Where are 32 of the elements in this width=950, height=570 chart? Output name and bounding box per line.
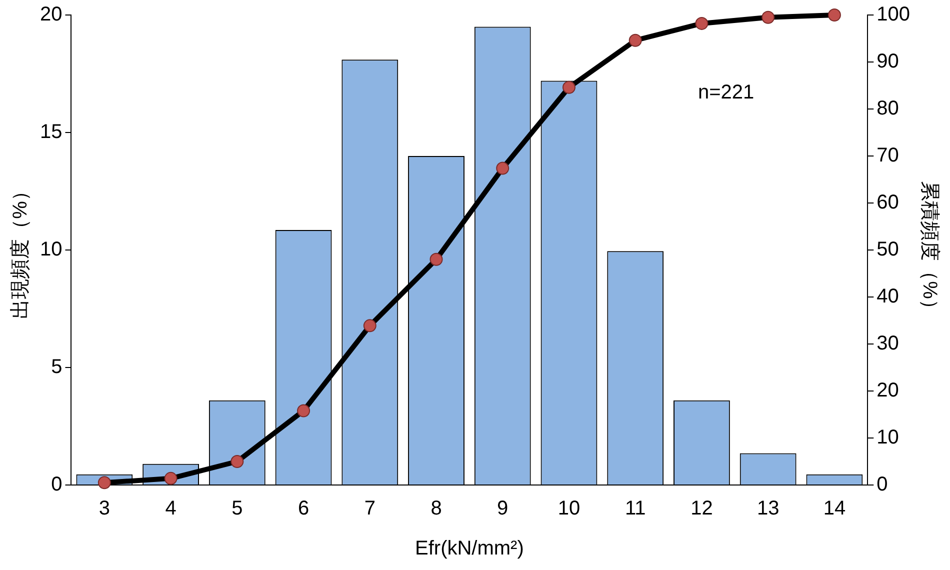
y2-tick-label: 60 [876,192,899,214]
y-tick-label: 15 [40,121,62,144]
y2-tick-label: 20 [876,380,899,402]
y2-tick-label: 40 [876,286,899,308]
x-tick-label: 7 [364,498,376,520]
y-tick-label: 10 [40,238,62,261]
y2-axis-title: 累積頻度（%） [918,181,940,319]
y2-tick-label: 70 [876,144,899,167]
y2-tick-label: 80 [876,98,899,120]
y2-tick-label: 0 [876,474,888,496]
x-tick-label: 9 [497,498,508,520]
y2-tick-label: 10 [876,426,899,449]
x-tick-label: 13 [756,498,780,520]
x-tick-label: 4 [165,498,176,520]
x-tick-label: 5 [232,498,243,520]
x-tick-label: 11 [624,498,646,520]
x-tick-label: 8 [430,498,442,520]
x-tick-label: 12 [690,498,713,520]
x-axis-title: Efr(kN/mm²) [415,538,524,560]
annotation: n=221 [698,82,754,104]
y2-tick-label: 90 [876,50,899,73]
y2-tick-label: 50 [876,238,899,261]
x-tick-label: 14 [823,498,846,520]
y2-tick-label: 100 [876,4,910,26]
y2-tick-label: 30 [876,332,899,355]
y-tick-label: 20 [40,4,62,26]
x-tick-label: 6 [298,498,310,520]
x-tick-label: 10 [558,498,580,520]
y-tick-label: 5 [51,356,62,378]
y-axis-title: 出現頻度（%） [10,181,32,319]
x-tick-label: 3 [98,498,110,520]
y-tick-label: 0 [51,474,62,496]
